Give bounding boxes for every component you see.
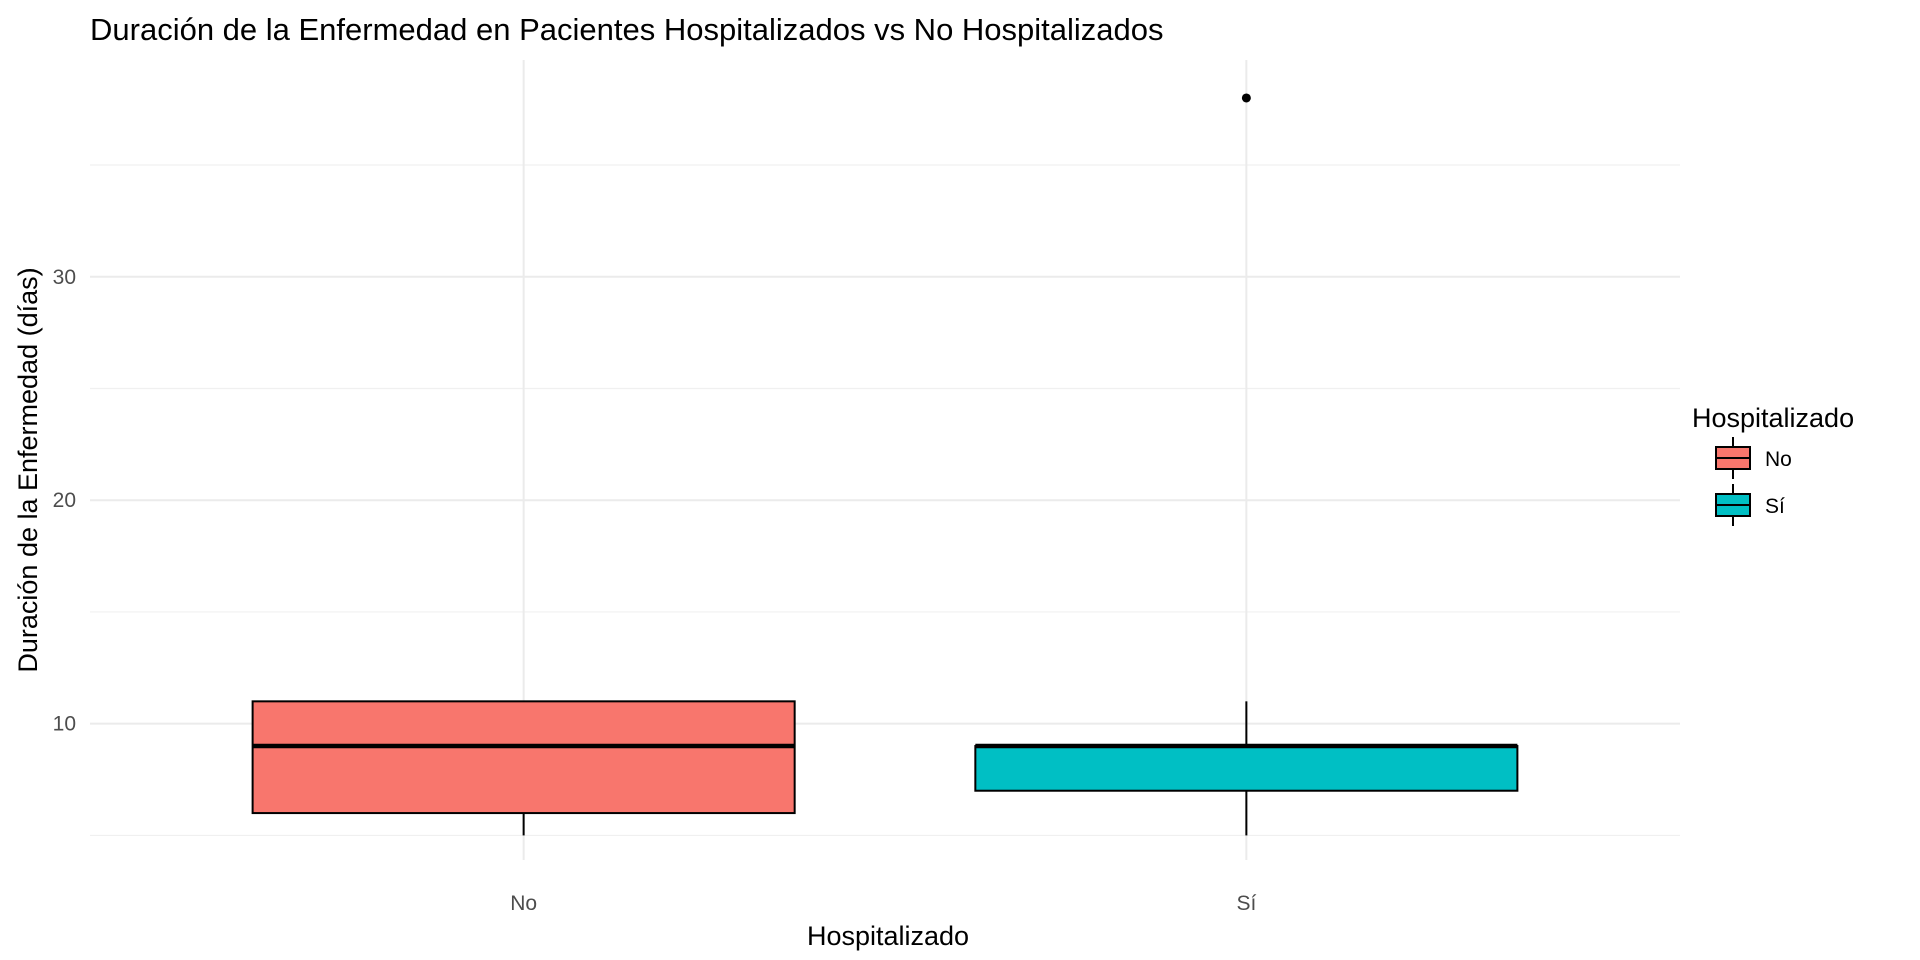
box-iqr xyxy=(251,700,796,815)
x-axis-title: Hospitalizado xyxy=(807,921,969,951)
box-0 xyxy=(251,700,796,836)
legend-title: Hospitalizado xyxy=(1692,403,1854,433)
box-1 xyxy=(974,93,1519,836)
y-axis-title: Duración de la Enfermedad (días) xyxy=(13,267,43,672)
y-axis-ticks: 10 20 30 xyxy=(53,266,76,736)
boxes xyxy=(251,93,1519,836)
x-tick-label: Sí xyxy=(1236,892,1256,915)
y-tick-label: 30 xyxy=(53,266,76,289)
chart-title: Duración de la Enfermedad en Pacientes H… xyxy=(90,12,1164,47)
x-axis-ticks: No Sí xyxy=(510,892,1256,915)
box-iqr xyxy=(974,745,1519,792)
y-tick-label: 20 xyxy=(53,489,76,512)
y-tick-label: 10 xyxy=(53,713,76,736)
legend: Hospitalizado No Sí xyxy=(1692,403,1854,526)
legend-key-1: Sí xyxy=(1715,484,1785,526)
outlier-point xyxy=(1241,93,1251,103)
legend-label: Sí xyxy=(1765,495,1785,518)
x-tick-label: No xyxy=(510,892,537,915)
legend-key-0: No xyxy=(1715,437,1792,479)
legend-keys: No Sí xyxy=(1715,437,1792,526)
legend-label: No xyxy=(1765,448,1792,471)
